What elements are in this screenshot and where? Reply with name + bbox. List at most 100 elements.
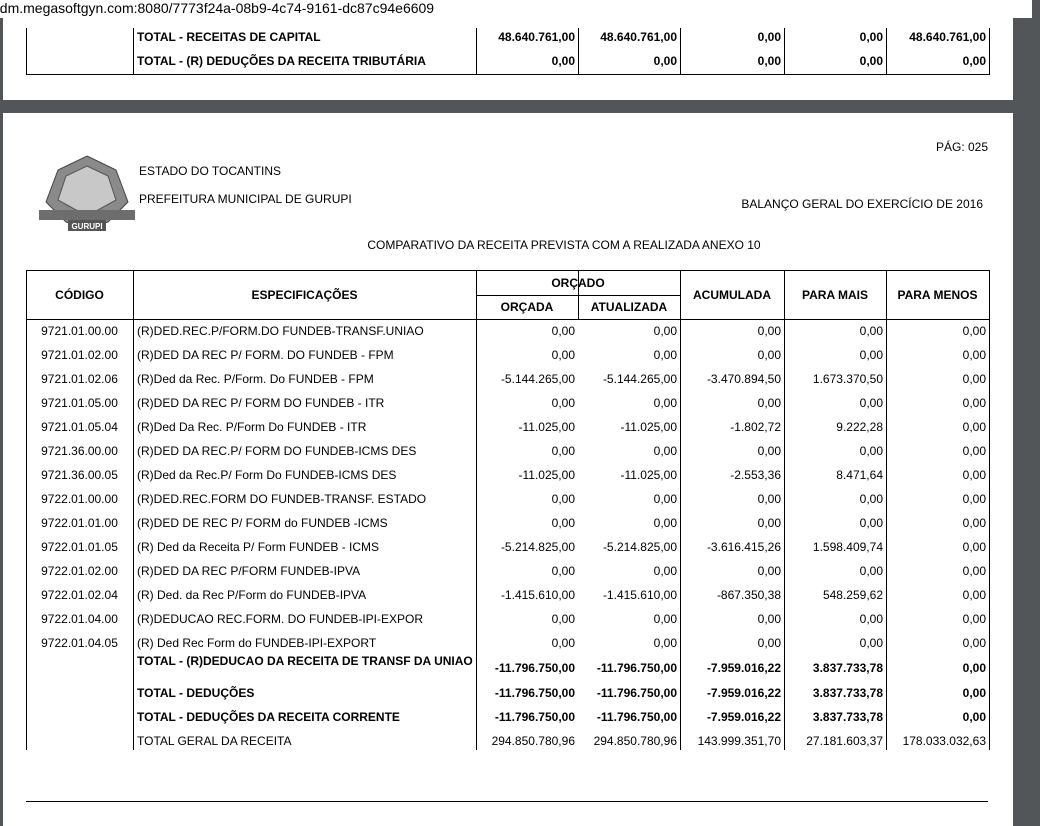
rule [886,270,887,750]
amount: 0,00 [962,636,986,650]
report-title: BALANÇO GERAL DO EXERCÍCIO DE 2016 [741,197,983,211]
total-value: 294.850.780,96 [491,734,575,748]
code: 9721.01.00.00 [41,324,118,338]
total-value: 27.181.603,37 [806,734,883,748]
code: 9721.36.00.05 [41,468,118,482]
total-value: -7.959.016,22 [706,661,781,675]
total-label: TOTAL - DEDUÇÕES DA RECEITA CORRENTE [137,710,400,724]
amount: 0,00 [962,540,986,554]
rule [26,801,988,802]
rule [26,270,27,750]
rule [784,28,785,74]
amount: 0,00 [962,468,986,482]
amount: -1.415.610,00 [602,588,677,602]
amount: 0,00 [962,588,986,602]
amount: 0,00 [653,324,677,338]
total-value: 178.033.032,63 [902,734,986,748]
amount: 0,00 [859,396,883,410]
amount: 0,00 [757,324,781,338]
rule [476,28,477,74]
amount: 0,00 [551,564,575,578]
amount: 548.259,62 [822,588,883,602]
specification: (R)Ded da Rec.P/ Form Do FUNDEB-ICMS DES [137,468,397,482]
total-value: 0,00 [757,54,781,68]
amount: 0,00 [653,564,677,578]
amount: 0,00 [653,612,677,626]
specification: (R) Ded. da Rec P/Form do FUNDEB-IPVA [137,588,367,602]
specification: (R)DED.REC.P/FORM.DO FUNDEB-TRANSF.UNIAO [137,324,424,338]
total-value: 0,00 [859,54,883,68]
amount: 0,00 [653,396,677,410]
amount: 1.598.409,74 [812,540,883,554]
rule [26,28,27,74]
amount: -11.025,00 [518,420,576,434]
total-value: 0,00 [962,54,986,68]
page-prev [3,18,1013,100]
rule [133,270,134,750]
amount: 0,00 [653,636,677,650]
rule [680,28,681,74]
rule [784,270,785,750]
code: 9722.01.02.00 [41,564,118,578]
amount: -5.144.265,00 [500,372,575,386]
amount: 0,00 [859,444,883,458]
rule [578,28,579,74]
total-value: 3.837.733,78 [812,686,883,700]
rule [26,270,990,271]
total-value: 3.837.733,78 [812,710,883,724]
state: ESTADO DO TOCANTINS [139,164,282,178]
rule [886,28,887,74]
amount: 0,00 [859,636,883,650]
subtitle: COMPARATIVO DA RECEITA PREVISTA COM A RE… [367,238,761,252]
amount: 0,00 [962,492,986,506]
rule [26,74,990,75]
code: 9721.01.02.06 [41,372,118,386]
amount: -5.144.265,00 [602,372,677,386]
rule [578,270,579,319]
specification: (R) Ded Rec Form do FUNDEB-IPI-EXPORT [137,636,377,650]
specification: (R)DED DA REC.P/ FORM DO FUNDEB-ICMS DES [137,444,417,458]
specification: (R)DED DA REC P/ FORM. DO FUNDEB - FPM [137,348,394,362]
page-number: PÁG: 025 [936,140,989,154]
amount: 0,00 [551,516,575,530]
amount: -3.616.415,26 [706,540,781,554]
amount: 0,00 [551,324,575,338]
amount: 0,00 [962,348,986,362]
amount: 0,00 [859,516,883,530]
amount: 0,00 [962,564,986,578]
specification: (R)Ded Da Rec. P/Form Do FUNDEB - ITR [137,420,367,434]
url: adm.megasoftgyn.com:8080/7773f24a-08b9-4… [0,0,435,16]
amount: 0,00 [653,492,677,506]
amount: 0,00 [962,612,986,626]
column-header: ATUALIZADA [590,300,668,314]
amount: 0,00 [551,636,575,650]
amount: 0,00 [551,444,575,458]
specification: (R)DED.REC.FORM DO FUNDEB-TRANSF. ESTADO [137,492,427,506]
amount: 0,00 [653,516,677,530]
total-label: TOTAL - RECEITAS DE CAPITAL [137,30,321,44]
amount: 0,00 [551,492,575,506]
amount: 0,00 [551,348,575,362]
amount: 0,00 [962,420,986,434]
rule [989,28,990,74]
code: 9722.01.02.04 [41,588,118,602]
column-header: CÓDIGO [55,288,104,302]
amount: -11.025,00 [620,468,678,482]
amount: 8.471,64 [836,468,883,482]
amount: -867.350,38 [716,588,781,602]
code: 9721.01.02.00 [41,348,118,362]
total-value: -11.796.750,00 [596,661,677,675]
total-value: -11.796.750,00 [596,686,677,700]
amount: 0,00 [551,396,575,410]
amount: 0,00 [757,516,781,530]
amount: 0,00 [859,348,883,362]
column-header: ACUMULADA [693,288,771,302]
column-header: ESPECIFICAÇÕES [251,288,358,302]
total-value: 294.850.780,96 [593,734,677,748]
rule [26,319,990,320]
amount: 0,00 [757,612,781,626]
rule [476,270,477,750]
logo: GURUPI [39,155,135,231]
amount: 0,00 [757,636,781,650]
column-header: ORÇADA [500,300,554,314]
